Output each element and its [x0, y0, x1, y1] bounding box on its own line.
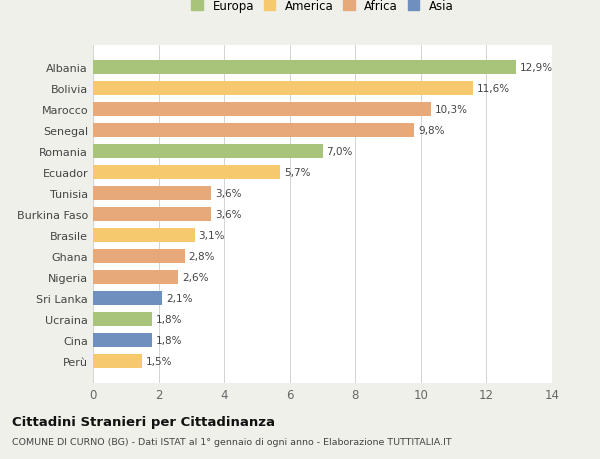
Bar	[93, 103, 431, 117]
Text: 1,8%: 1,8%	[156, 314, 182, 324]
Bar	[93, 333, 152, 347]
Text: 2,1%: 2,1%	[166, 293, 192, 303]
Bar	[93, 313, 152, 326]
Bar	[93, 166, 280, 179]
Text: 3,1%: 3,1%	[199, 230, 225, 241]
Bar	[93, 291, 162, 305]
Text: COMUNE DI CURNO (BG) - Dati ISTAT al 1° gennaio di ogni anno - Elaborazione TUTT: COMUNE DI CURNO (BG) - Dati ISTAT al 1° …	[12, 437, 452, 446]
Text: 1,8%: 1,8%	[156, 335, 182, 345]
Bar	[93, 124, 415, 138]
Bar	[93, 354, 142, 368]
Text: 7,0%: 7,0%	[326, 147, 353, 157]
Text: 9,8%: 9,8%	[418, 126, 445, 136]
Bar	[93, 271, 178, 284]
Bar	[93, 229, 194, 242]
Bar	[93, 145, 323, 158]
Text: 1,5%: 1,5%	[146, 356, 173, 366]
Bar	[93, 61, 516, 75]
Text: 11,6%: 11,6%	[477, 84, 511, 94]
Text: 10,3%: 10,3%	[434, 105, 467, 115]
Text: 2,6%: 2,6%	[182, 272, 209, 282]
Text: 3,6%: 3,6%	[215, 189, 241, 199]
Text: Cittadini Stranieri per Cittadinanza: Cittadini Stranieri per Cittadinanza	[12, 415, 275, 428]
Bar	[93, 82, 473, 96]
Text: 5,7%: 5,7%	[284, 168, 310, 178]
Text: 12,9%: 12,9%	[520, 63, 553, 73]
Text: 3,6%: 3,6%	[215, 210, 241, 219]
Legend: Europa, America, Africa, Asia: Europa, America, Africa, Asia	[189, 0, 456, 16]
Bar	[93, 208, 211, 221]
Bar	[93, 187, 211, 201]
Text: 2,8%: 2,8%	[189, 252, 215, 262]
Bar	[93, 250, 185, 263]
